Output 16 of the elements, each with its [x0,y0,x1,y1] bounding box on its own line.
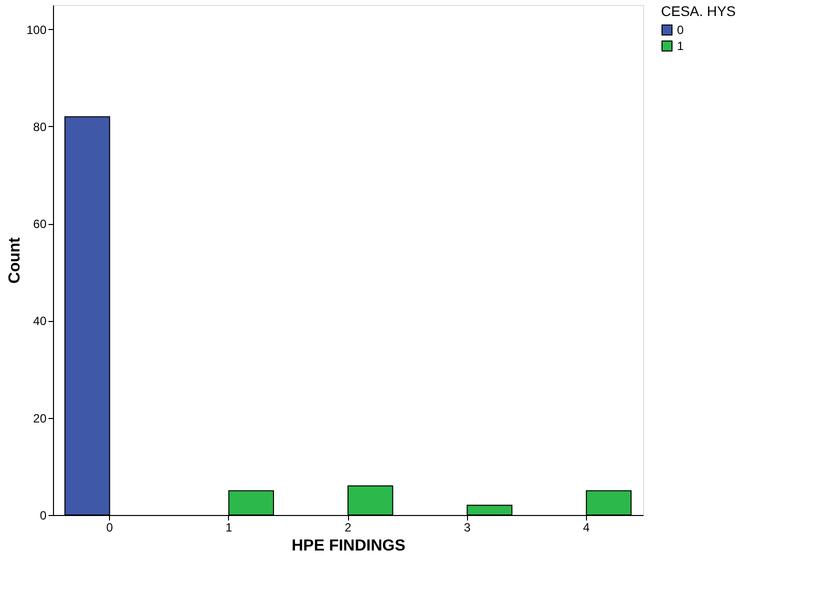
y-tick-label: 40 [33,314,47,328]
x-tick-label: 2 [344,520,352,534]
y-tick-label: 100 [26,22,47,37]
y-tick-label: 80 [33,120,47,134]
legend-title: CESA. HYS [661,3,736,19]
y-tick-label: 20 [33,411,47,426]
x-tick-label: 3 [464,520,471,534]
x-axis-title: HPE FINDINGS [292,538,406,554]
y-tick-label: 0 [40,508,47,522]
legend-label: 0 [677,23,684,37]
y-axis-title: Count [6,236,24,284]
y-tick-label: 60 [33,217,47,232]
x-tick-label: 0 [106,520,114,534]
x-tick-label: 4 [583,520,590,534]
legend-label: 1 [677,39,684,53]
x-tick-label: 1 [225,520,232,534]
